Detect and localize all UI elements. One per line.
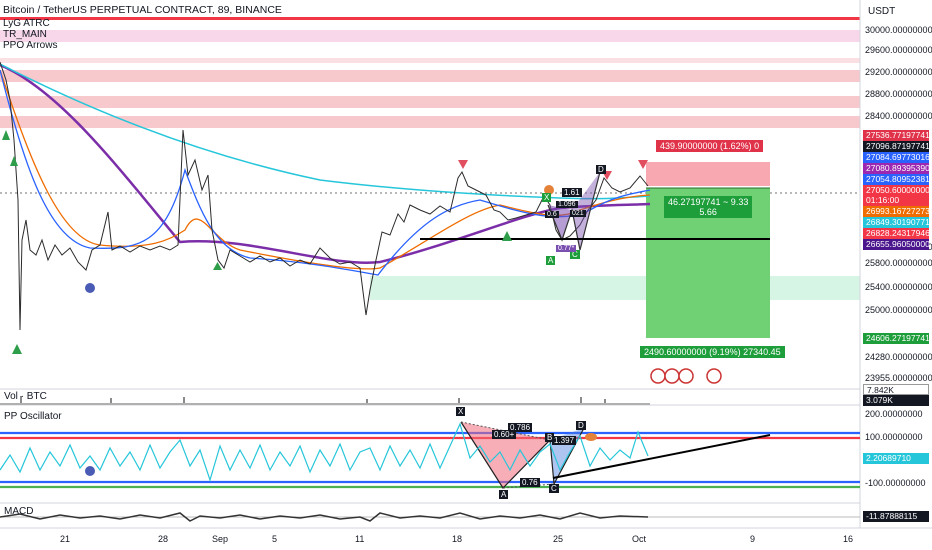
price-tag: 24606.27197741 xyxy=(863,333,929,344)
price-axis-label: 25800.00000000 xyxy=(865,258,932,268)
time-axis-label: 25 xyxy=(553,534,563,544)
price-tag: 27536.77197741 xyxy=(863,130,929,141)
moving-averages xyxy=(0,63,651,276)
position-tool[interactable] xyxy=(646,162,770,338)
price-axis-label: 29200.00000000 xyxy=(865,67,932,77)
price-axis-label: 25400.00000000 xyxy=(865,282,932,292)
osc-ratio: 0.60+ xyxy=(492,430,517,439)
price-axis-label: 24280.00000000 xyxy=(865,352,932,362)
price-tag: 27054.80952381 xyxy=(863,174,929,185)
time-axis-label: 28 xyxy=(158,534,168,544)
volume-bars xyxy=(0,396,650,405)
price-tag: 26993.16727273 xyxy=(863,206,929,217)
macd-pane xyxy=(0,512,860,522)
volume-value-tag: 3.079K xyxy=(863,395,929,406)
currency-label[interactable]: USDT xyxy=(868,6,896,17)
harmonic-ratio: 1.096 xyxy=(556,201,578,208)
osc-point-d: D xyxy=(576,421,586,430)
volume-value-tag: 7.842K xyxy=(863,384,929,395)
osc-point-x: X xyxy=(456,407,466,416)
price-tag: 26655.96050000 xyxy=(863,239,929,250)
pp-current-tag: 2.20689710 xyxy=(863,453,929,464)
price-tag: 27084.69773016 xyxy=(863,152,929,163)
harmonic-ratio: 0.6 xyxy=(545,211,559,218)
price-axis-label: 28400.00000000 xyxy=(865,111,932,121)
harmonic-point-c: C xyxy=(570,250,580,259)
time-axis-label: Sep xyxy=(212,534,228,544)
price-tag: 27080.89395390 xyxy=(863,163,929,174)
price-axis-label: 25000.00000000 xyxy=(865,305,932,315)
position-mid-label: 46.27197741 ~ 9.33 5.66 xyxy=(664,196,753,218)
time-axis-label: 16 xyxy=(843,534,853,544)
harmonic-ratio: 021 xyxy=(570,210,586,217)
price-tag: 27050.60000000 xyxy=(863,185,929,196)
osc-ratio: 0.76 xyxy=(520,478,540,487)
symbol-title[interactable]: Bitcoin / TetherUS PERPETUAL CONTRACT, 8… xyxy=(3,4,282,16)
resistance-zones xyxy=(0,17,860,300)
macd-label[interactable]: MACD xyxy=(4,506,34,517)
harmonic-point-a: A xyxy=(546,256,556,265)
harmonic-ratio: 0.77* xyxy=(556,245,577,252)
event-flags xyxy=(650,368,722,384)
price-axis[interactable]: 30000.00000000 29600.00000000 29200.0000… xyxy=(865,25,932,488)
price-axis-label: 29600.00000000 xyxy=(865,45,932,55)
harmonic-point-x: X xyxy=(542,193,552,202)
position-mid-line-1: 46.27197741 ~ 9.33 xyxy=(668,197,749,207)
time-axis-label: 11 xyxy=(355,534,364,544)
price-tag: 27096.87197741 xyxy=(863,141,929,152)
indicator-label-ppo-arrows[interactable]: PPO Arrows xyxy=(3,40,58,51)
osc-point-c: C xyxy=(549,484,559,493)
price-axis-label: 23955.00000000 xyxy=(865,373,932,383)
pp-axis-label: 200.00000000 xyxy=(865,409,923,419)
pp-oscillator-pane xyxy=(0,421,860,489)
volume-label[interactable]: Vol · BTC xyxy=(4,391,47,402)
price-tag: 26849.30190771 xyxy=(863,217,929,228)
osc-point-b: B xyxy=(545,433,555,442)
time-axis-label: 5 xyxy=(272,534,277,544)
osc-ratio: 1.397 xyxy=(552,436,577,445)
time-axis-label: 21 xyxy=(60,534,70,544)
indicator-label-lyg-atrc[interactable]: LyG ATRC xyxy=(3,18,50,29)
osc-point-a: A xyxy=(499,490,509,499)
pp-oscillator-label[interactable]: PP Oscillator xyxy=(4,411,62,422)
price-axis-label: 30000.00000000 xyxy=(865,25,932,35)
pp-axis-label: 100.00000000 xyxy=(865,432,923,442)
time-axis-label: 9 xyxy=(750,534,755,544)
harmonic-point-d: D xyxy=(596,165,606,174)
pp-axis-label: -100.00000000 xyxy=(865,478,926,488)
price-tag: 26828.24317946 xyxy=(863,228,929,239)
countdown-tag: 01:16:00 xyxy=(863,195,929,206)
position-target-label: 439.90000000 (1.62%) 0 xyxy=(656,140,764,152)
time-axis-label: Oct xyxy=(632,534,647,544)
ppo-arrows xyxy=(2,130,648,354)
price-series xyxy=(0,61,649,331)
position-mid-line-2: 5.66 xyxy=(699,207,717,217)
time-axis-label: 18 xyxy=(452,534,462,544)
indicator-label-tr-main[interactable]: TR_MAIN xyxy=(3,29,47,40)
price-axis-label: 28800.00000000 xyxy=(865,89,932,99)
osc-ratio: 0.786 xyxy=(508,423,533,432)
harmonic-ratio: 1.61 xyxy=(562,188,582,197)
time-axis[interactable]: 21 28 Sep 5 11 18 25 Oct 9 16 xyxy=(60,534,853,544)
position-stop-label: 2490.60000000 (9.19%) 27340.45 xyxy=(640,346,785,358)
macd-current-tag: -11.87888115 xyxy=(863,511,929,522)
